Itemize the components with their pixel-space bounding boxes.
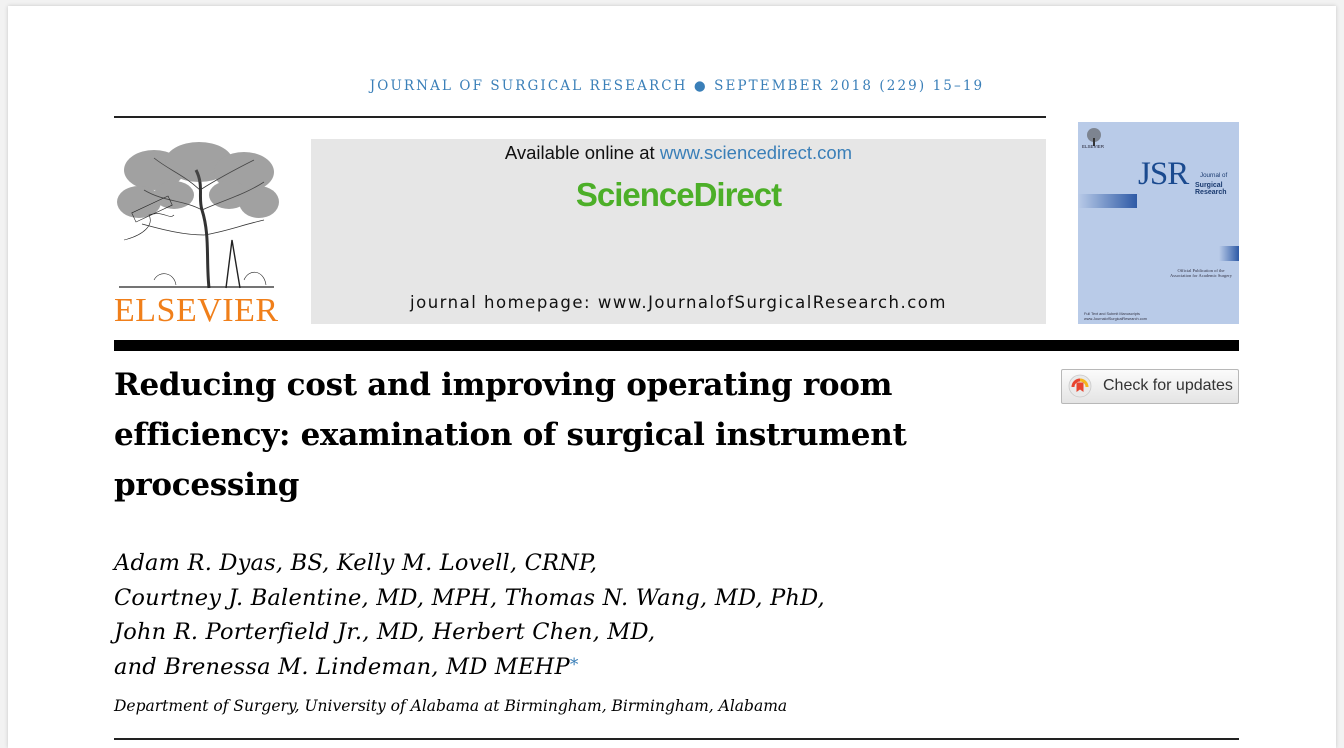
author-line: John R. Porterfield Jr., MD, Herbert Che…	[114, 619, 656, 645]
cover-subtitle-2: Surgical Research	[1195, 182, 1227, 196]
check-for-updates-button[interactable]: Check for updates	[1061, 369, 1239, 404]
cover-subtitle-1: Journal of	[1200, 172, 1228, 179]
check-for-updates-icon	[1068, 374, 1092, 398]
cover-footer-line-1: Full Text and Submit Manuscripts	[1084, 312, 1140, 316]
cover-acronym: JSR	[1138, 156, 1189, 192]
title-divider	[114, 340, 1239, 351]
author-line-last: and Brenessa M. Lindeman, MD MEHP*	[114, 650, 825, 685]
journal-homepage-link[interactable]: journal homepage: www.JournalofSurgicalR…	[410, 293, 947, 312]
cover-elsevier-tree-icon	[1087, 128, 1101, 146]
sciencedirect-link[interactable]: www.sciencedirect.com	[659, 142, 853, 163]
journal-cover-thumbnail[interactable]: ELSEVIER JSR Journal of Surgical Researc…	[1078, 122, 1239, 324]
available-online-prefix: Available online at	[504, 142, 660, 163]
available-online-text: Available online at www.sciencedirect.co…	[311, 142, 1046, 164]
author-line: Adam R. Dyas, BS, Kelly M. Lovell, CRNP,	[114, 550, 598, 576]
check-for-updates-label: Check for updates	[1103, 377, 1233, 394]
elsevier-wordmark: ELSEVIER	[114, 292, 279, 329]
elsevier-tree-emblem	[117, 142, 279, 289]
cover-footer: Full Text and Submit Manuscripts www.Jou…	[1084, 312, 1147, 321]
author-affiliation: Department of Surgery, University of Ala…	[114, 697, 788, 715]
header-divider	[114, 116, 1046, 118]
title-line: processing	[114, 467, 300, 503]
author-line: Courtney J. Balentine, MD, MPH, Thomas N…	[114, 584, 825, 611]
cover-gradient-bar-right	[1219, 246, 1239, 261]
cover-gradient-bar-left	[1078, 194, 1137, 208]
cover-publisher: ELSEVIER	[1082, 144, 1105, 149]
cover-official-line-1: Official Publication of the	[1177, 268, 1225, 273]
article-title: Reducing cost and improving operating ro…	[114, 360, 1014, 510]
cover-official-publication: Official Publication of the Association …	[1166, 268, 1236, 278]
author-line: and Brenessa M. Lindeman, MD MEHP	[114, 653, 570, 680]
sciencedirect-logo[interactable]: ScienceDirect	[575, 176, 782, 213]
sciencedirect-banner	[311, 139, 1046, 324]
elsevier-logo[interactable]: ELSEVIER	[114, 140, 280, 329]
journal-citation-header: JOURNAL OF SURGICAL RESEARCH ● SEPTEMBER…	[369, 78, 985, 94]
title-line: efficiency: examination of surgical inst…	[114, 417, 907, 453]
footer-divider	[114, 738, 1239, 740]
corresponding-author-marker[interactable]: *	[569, 654, 579, 675]
title-line: Reducing cost and improving operating ro…	[114, 367, 893, 403]
author-list: Adam R. Dyas, BS, Kelly M. Lovell, CRNP,…	[114, 546, 825, 684]
cover-footer-line-2: www.JournalofSurgicalResearch.com	[1084, 316, 1147, 321]
cover-official-line-2: Association for Academic Surgery	[1169, 273, 1233, 278]
